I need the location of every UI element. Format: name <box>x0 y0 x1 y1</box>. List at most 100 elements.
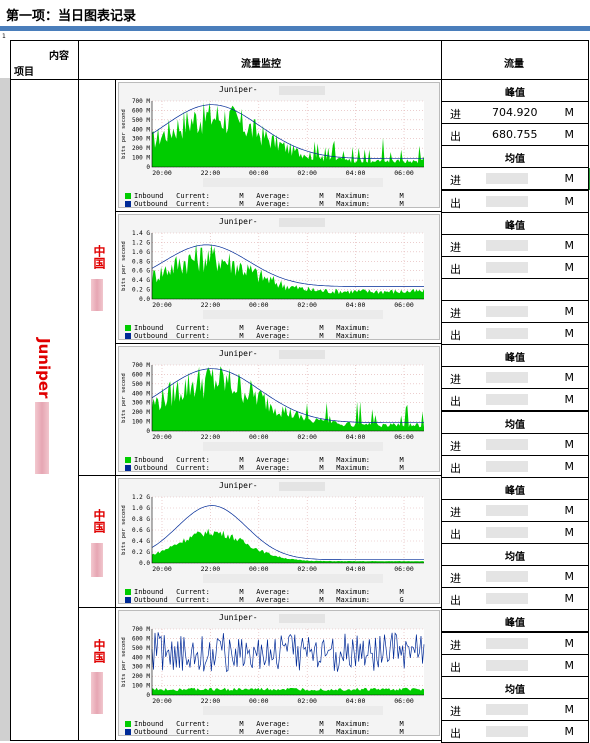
redacted-value <box>486 306 528 317</box>
traffic-graph-3: Juniper- 0 100 M 200 M 300 M 400 M 500 M 600 M 7… <box>118 346 440 472</box>
legend-redacted-strip <box>203 178 383 187</box>
x-tick-label: 20:00 <box>152 433 172 441</box>
x-tick-label: 22:00 <box>201 697 221 705</box>
unit-label: M <box>564 658 575 672</box>
graph-plot: 0 100 M 200 M 300 M 400 M 500 M 600 M 700 M bits… <box>121 362 424 441</box>
legend-text: Outbound Current: M Average: M Maximum: … <box>134 464 404 472</box>
y-tick-label: 400 M <box>132 654 150 661</box>
legend-text: Inbound Current: M Average: M Maximum: M <box>134 456 404 464</box>
graph-legend: Inbound Current: M Average: M Maximum: M… <box>125 588 404 604</box>
traffic-graph-1: Juniper- 0 100 M 200 M 300 M 400 M 500 M 600 M 7… <box>118 82 440 208</box>
redacted-value <box>486 173 528 185</box>
y-tick-label: 0.4 G <box>132 277 150 284</box>
outbound-line <box>151 632 425 673</box>
x-tick-label: 02:00 <box>297 301 317 309</box>
x-tick-label: 22:00 <box>201 433 221 441</box>
plot-axes <box>151 629 424 696</box>
y-axis-label: bits per second <box>121 637 127 687</box>
unit-label: M <box>564 371 575 385</box>
redacted-value <box>486 438 528 450</box>
outbound-label: 出 <box>450 528 461 541</box>
legend-swatch <box>125 457 131 463</box>
plot-area <box>152 629 424 695</box>
y-axis-label: bits per second <box>121 373 127 423</box>
y-tick-label: 0.0 <box>139 296 150 303</box>
plot-axes <box>151 101 424 168</box>
outbound-label: 出 <box>450 395 461 409</box>
plot-axes <box>151 497 424 564</box>
y-tick-label: 700 M <box>132 362 150 369</box>
region-cell-3: 中国 <box>78 607 116 741</box>
legend-outbound: Outbound Current: M Average: M Maximum: … <box>125 200 404 208</box>
unit-label: M <box>564 503 575 517</box>
peak-label: 峰值 <box>505 353 525 365</box>
region-redacted-2 <box>91 543 103 577</box>
x-tick-label: 22:00 <box>201 565 221 573</box>
legend-inbound: Inbound Current: M Average: M Maximum: M <box>125 456 404 464</box>
y-tick-label: 0.0 <box>139 560 150 567</box>
peak-header-row: 峰值 <box>441 476 589 500</box>
outbound-label: 出 <box>450 196 461 210</box>
inbound-area <box>152 243 424 299</box>
graph-title-redacted <box>279 218 325 227</box>
header-item-label: 项目 <box>14 67 34 78</box>
y-tick-label: 0.6 G <box>132 268 150 275</box>
x-tick-label: 02:00 <box>297 565 317 573</box>
legend-swatch <box>125 729 131 735</box>
x-tick-label: 04:00 <box>346 301 366 309</box>
outbound-line <box>151 104 424 160</box>
x-tick-label: 20:00 <box>152 301 172 309</box>
graph-title-redacted <box>279 350 325 359</box>
inbound-label: 进 <box>450 439 461 453</box>
x-tick-label: 22:00 <box>201 301 221 309</box>
inbound-label: 进 <box>450 108 461 122</box>
average-label: 均值 <box>505 684 525 696</box>
y-tick-label: 0 <box>146 428 150 435</box>
x-tick-label: 02:00 <box>297 169 317 177</box>
legend-inbound: Inbound Current: M Average: M Maximum: <box>125 324 400 332</box>
y-tick-label: 1.4 G <box>132 230 150 237</box>
peak-label: 峰值 <box>505 618 525 630</box>
graph-title-redacted <box>279 614 325 623</box>
unit-label: M <box>564 238 575 252</box>
peak-header-row: 峰值 <box>441 211 589 235</box>
redacted-value <box>486 195 528 207</box>
x-tick-label: 20:00 <box>152 697 172 705</box>
x-tick-label: 06:00 <box>394 169 414 177</box>
y-tick-label: 0.6 G <box>132 527 150 534</box>
inbound-label: 进 <box>450 638 461 652</box>
traffic-graph-2: Juniper- 0.0 0.2 G 0.4 G 0.6 G 0.8 G 1.0 G 1.2 … <box>118 214 440 340</box>
y-tick-label: 0.8 G <box>132 258 150 265</box>
y-tick-label: 300 M <box>132 400 150 407</box>
legend-redacted-strip <box>203 574 383 583</box>
header-monitor-label: 流量监控 <box>241 59 281 70</box>
redacted-value <box>486 239 528 251</box>
y-tick-label: 0.2 G <box>132 287 150 294</box>
y-tick-label: 600 M <box>132 371 150 378</box>
inbound-label: 进 <box>450 373 461 387</box>
redacted-value <box>486 527 528 538</box>
average-label: 均值 <box>505 552 525 564</box>
x-tick-label: 04:00 <box>346 169 366 177</box>
unit-label: M <box>564 570 575 584</box>
x-tick-label: 06:00 <box>394 301 414 309</box>
average-header-row: 均值 <box>441 675 589 699</box>
unit-label: M <box>564 260 575 274</box>
peak-label: 峰值 <box>505 220 525 232</box>
empty-header-row <box>441 277 589 301</box>
plot-axes <box>151 233 424 300</box>
legend-text: Outbound Current: M Average: M Maximum: <box>134 332 400 340</box>
x-tick-label: 00:00 <box>249 169 269 177</box>
y-tick-label: 0.4 G <box>132 538 150 545</box>
y-tick-label: 500 M <box>132 381 150 388</box>
y-tick-label: 1.0 G <box>132 505 150 512</box>
x-tick-label: 20:00 <box>152 169 172 177</box>
unit-label: M <box>564 724 575 738</box>
graph-title-redacted <box>279 86 325 95</box>
x-tick-label: 02:00 <box>297 433 317 441</box>
y-tick-label: 700 M <box>132 98 150 105</box>
